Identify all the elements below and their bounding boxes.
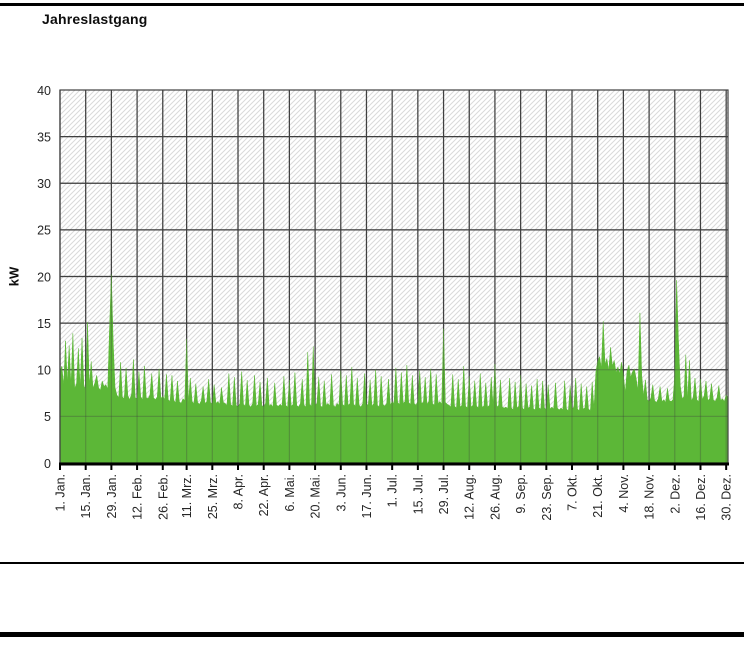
x-axis-tick-label: 29. Jan. bbox=[105, 474, 119, 518]
gridlines-overlay bbox=[59, 90, 728, 463]
x-axis-tick-label: 12. Aug. bbox=[463, 474, 477, 520]
y-axis-tick-label: 40 bbox=[37, 84, 51, 98]
x-axis-tick-label: 8. Apr. bbox=[232, 474, 246, 509]
y-axis-tick-label: 5 bbox=[44, 410, 51, 424]
x-axis-tick-label: 25. Mrz. bbox=[206, 474, 220, 519]
x-axis-tick-label: 2. Dez. bbox=[668, 474, 682, 514]
x-axis bbox=[59, 462, 729, 470]
x-axis-tick-label: 17. Jun. bbox=[360, 474, 374, 518]
y-axis-tick-label: 20 bbox=[37, 270, 51, 284]
x-axis-tick-label: 20. Mai. bbox=[309, 474, 323, 518]
y-axis-tick-label: 0 bbox=[44, 457, 51, 471]
x-axis-tick-label: 21. Okt. bbox=[591, 474, 605, 518]
x-axis-tick-label: 12. Feb. bbox=[131, 474, 145, 520]
x-axis-tick-label: 1. Jan. bbox=[54, 474, 68, 512]
y-axis-title: kW bbox=[7, 266, 22, 286]
chart-canvas: 0 5 10 15 20 25 30 35 40 1. Jan. 15. Jan. 29. Jan. 1… bbox=[7, 84, 734, 521]
y-axis-tick-label: 25 bbox=[37, 224, 51, 238]
chart-title: Jahreslastgang bbox=[42, 11, 148, 27]
x-axis-tick-label: 15. Jul. bbox=[411, 474, 425, 514]
x-axis-tick-label: 22. Apr. bbox=[257, 474, 271, 516]
y-axis-tick-label: 15 bbox=[37, 317, 51, 331]
y-axis-tick-label: 35 bbox=[37, 130, 51, 144]
x-axis-tick-label: 18. Nov. bbox=[643, 474, 657, 520]
load-area-series bbox=[59, 274, 729, 464]
x-axis-tick-label: 16. Dez. bbox=[694, 474, 708, 521]
x-axis-tick-label: 9. Sep. bbox=[514, 474, 528, 514]
x-axis-tick-label: 29. Jul. bbox=[437, 474, 451, 514]
x-axis-tick-label: 4. Nov. bbox=[617, 474, 631, 513]
y-axis-tick-label: 10 bbox=[37, 364, 51, 378]
x-axis-tick-label: 3. Jun. bbox=[334, 474, 348, 512]
y-axis-tick-label: 30 bbox=[37, 177, 51, 191]
x-axis-tick-label: 7. Okt. bbox=[566, 474, 580, 511]
x-axis-tick-label: 1. Jul. bbox=[386, 474, 400, 507]
x-axis-tick-label: 26. Aug. bbox=[488, 474, 502, 520]
x-axis-tick-label: 30. Dez. bbox=[720, 474, 734, 521]
top-divider-line bbox=[0, 3, 744, 6]
x-axis-tick-label: 26. Feb. bbox=[156, 474, 170, 520]
x-axis-tick-label: 11. Mrz. bbox=[180, 474, 194, 518]
middle-divider-line bbox=[0, 562, 744, 564]
x-axis-tick-label: 6. Mai. bbox=[283, 474, 297, 512]
x-axis-tick-label: 23. Sep. bbox=[540, 474, 554, 521]
x-axis-tick-label: 15. Jan. bbox=[79, 474, 93, 518]
bottom-divider-line bbox=[0, 632, 744, 637]
